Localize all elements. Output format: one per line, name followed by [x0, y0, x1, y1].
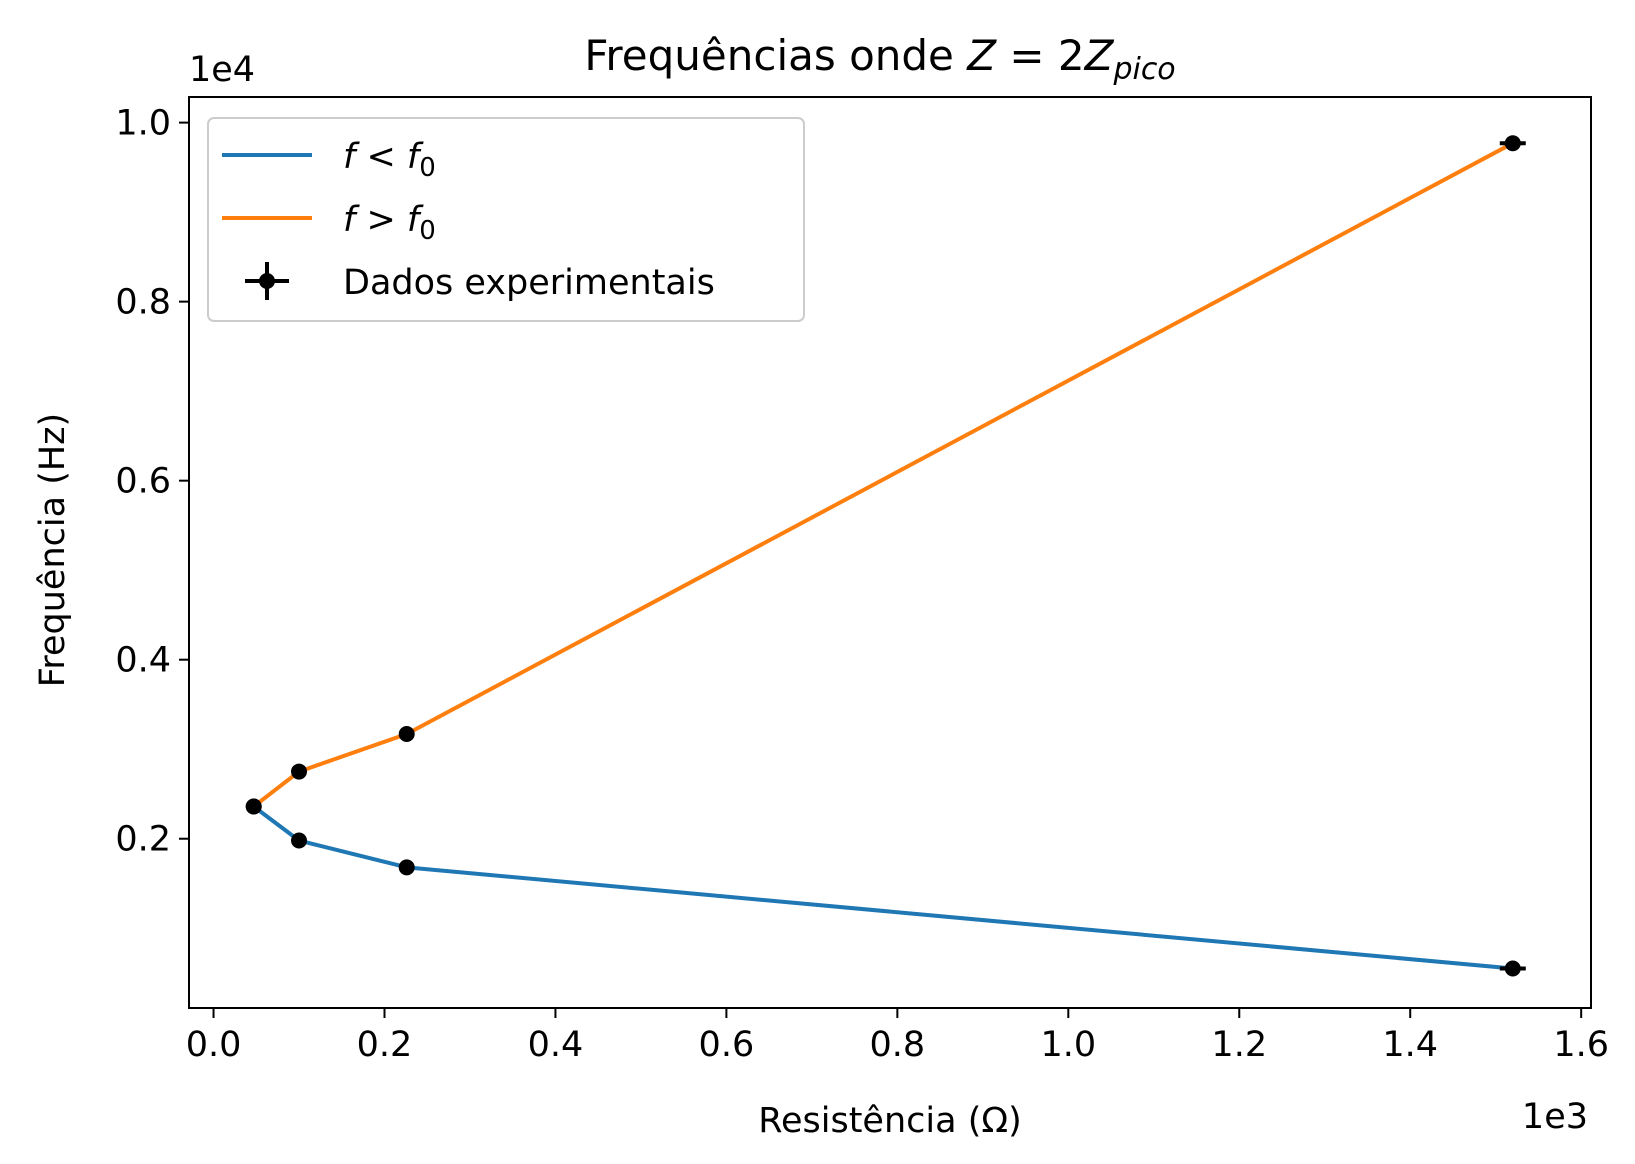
plot-frame — [188, 96, 1592, 1009]
series-line-1 — [252, 141, 1514, 809]
x-tick-label: 1.2 — [1211, 1025, 1267, 1065]
series-line-0 — [252, 804, 1513, 971]
data-point — [245, 798, 262, 815]
legend: f < f0 f > f0 Dados experimentais — [207, 117, 805, 322]
x-tick-label: 0.8 — [870, 1025, 926, 1065]
y-offset-label: 1e4 — [189, 50, 255, 90]
x-tick-label: 1.4 — [1382, 1025, 1438, 1065]
x-tick-label: 1.0 — [1040, 1025, 1096, 1065]
chart-title-math-z2: Z — [1084, 31, 1115, 80]
chart-title-prefix: Frequências onde — [584, 31, 967, 80]
x-tick-label: 1.6 — [1553, 1025, 1609, 1065]
chart-title-math-equals: = 2 — [996, 31, 1085, 80]
legend-marker — [259, 273, 275, 289]
chart-title-math-z: Z — [966, 31, 997, 80]
chart-title: Frequências onde Z = 2Zpico — [584, 31, 1175, 87]
axis-ticks: 0.0 0.2 0.4 0.6 0.8 1.0 1.2 1.4 1.6 0.2 0.4 0.6 0.8 1… — [115, 104, 1609, 1065]
data-point — [398, 725, 415, 742]
x-tick-label: 0.2 — [357, 1025, 413, 1065]
x-axis-label: Resistência (Ω) — [758, 1101, 1022, 1141]
y-tick-label: 0.2 — [115, 820, 171, 860]
chart-title-math-subscript: pico — [1112, 52, 1175, 87]
data-point — [398, 859, 415, 876]
legend-label-f-less: f < f0 — [343, 137, 436, 183]
x-offset-label: 1e3 — [1522, 1097, 1588, 1137]
y-tick-label: 0.6 — [115, 462, 171, 502]
experimental-points — [245, 135, 1526, 977]
data-point — [291, 832, 308, 849]
y-tick-label: 1.0 — [115, 104, 171, 144]
y-tick-label: 0.4 — [115, 641, 171, 681]
y-axis-label: Frequência (Hz) — [33, 413, 73, 687]
data-point — [291, 763, 308, 780]
x-tick-label: 0.6 — [699, 1025, 755, 1065]
legend-box — [207, 117, 805, 322]
y-tick-label: 0.8 — [115, 283, 171, 323]
data-point — [1504, 960, 1521, 977]
x-tick-label: 0.0 — [186, 1025, 242, 1065]
plot-series — [252, 141, 1514, 971]
legend-label-experimental: Dados experimentais — [343, 263, 715, 303]
data-point — [1504, 135, 1521, 152]
x-tick-label: 0.4 — [528, 1025, 584, 1065]
